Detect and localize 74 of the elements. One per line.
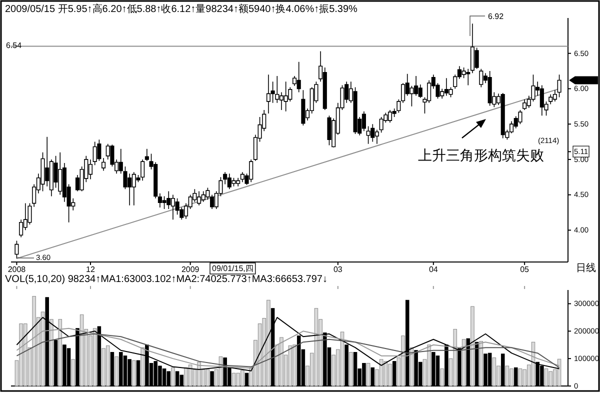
bar [71, 359, 76, 386]
candlestick [500, 92, 505, 139]
bar [366, 362, 370, 386]
bar [518, 368, 522, 386]
candlestick [379, 116, 384, 133]
candlestick [518, 110, 522, 124]
x-tick-label: 03 [333, 265, 343, 274]
bar [505, 366, 510, 386]
candlestick [196, 190, 202, 206]
annotation: 6.54 [6, 41, 22, 50]
candlestick [97, 139, 102, 162]
bar [379, 359, 384, 386]
x-tick-label: 12 [86, 265, 96, 274]
x-tick-label: 04 [428, 265, 438, 274]
candlestick [301, 90, 306, 126]
candlestick [488, 70, 492, 106]
candlestick [396, 98, 401, 114]
chart-title: VOL(5,10,20) 98234↑MA1:63003.102↑MA2:74025.773↑MA3:66653.797↓ [5, 274, 328, 285]
bar [349, 352, 353, 386]
x-tick-label: 2009 [181, 265, 200, 274]
text: 09/01/15,四 [212, 264, 254, 273]
candlestick [557, 74, 562, 98]
bar [50, 319, 54, 386]
candlestick [223, 172, 228, 185]
bar [58, 319, 62, 386]
bar [171, 367, 175, 386]
candlestick [88, 159, 93, 180]
bar [206, 369, 210, 386]
bar [92, 328, 97, 386]
bar [80, 314, 84, 386]
candlestick [388, 110, 392, 124]
candlestick [296, 61, 301, 93]
candlestick [14, 240, 19, 259]
x-tick-label: 2008 [8, 265, 26, 274]
bar [427, 344, 431, 386]
text: 日线 [576, 262, 596, 274]
candlestick [362, 110, 366, 132]
candlestick [144, 148, 149, 162]
bar [188, 364, 192, 386]
bar [492, 358, 496, 386]
candlestick [366, 126, 370, 144]
candlestick [370, 124, 375, 142]
bar [140, 347, 144, 386]
candlestick [479, 68, 484, 88]
candlestick [201, 190, 206, 202]
bar [453, 328, 457, 386]
bar [384, 361, 388, 386]
bar [470, 306, 474, 386]
bar [288, 345, 292, 386]
candlestick [466, 68, 470, 86]
candlestick [101, 158, 106, 172]
bar [440, 368, 444, 386]
x-tick-label: 05 [520, 265, 530, 274]
bar [479, 341, 484, 386]
candlestick [175, 198, 180, 216]
candlestick [552, 90, 557, 102]
bar [544, 368, 548, 386]
candlestick [327, 115, 332, 146]
annotation: 6.92 [488, 12, 504, 21]
bar [40, 312, 45, 386]
chart-title: 2009/05/15 开5.95↑高6.20↑低5.88↑收6.12↑量98234↑额5940↑换4.06%↑振5.39% [5, 3, 358, 15]
candlestick [92, 141, 97, 166]
candlestick [284, 81, 288, 112]
candlestick [232, 177, 236, 187]
annotation: 上升三角形构筑失败 [418, 148, 544, 164]
bar [114, 356, 118, 386]
bar [232, 372, 236, 386]
candlestick [470, 23, 475, 74]
bar [314, 308, 318, 386]
bar [106, 345, 110, 386]
bar [132, 360, 136, 386]
candlestick [162, 196, 166, 210]
candlestick [522, 98, 527, 110]
bar [340, 332, 344, 386]
